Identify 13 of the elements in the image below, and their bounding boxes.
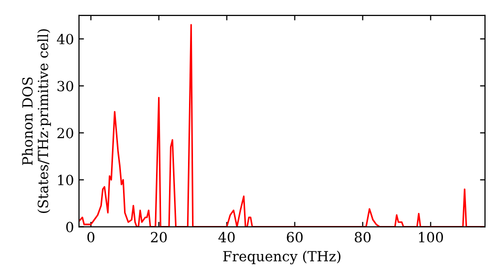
x-tick-label: 20 — [150, 232, 167, 242]
y-tick-label: 30 — [58, 80, 74, 92]
x-tick-label: 60 — [286, 232, 303, 242]
y-tick-label: 0 — [66, 222, 74, 232]
y-tick-label: 10 — [58, 174, 74, 186]
x-tick-label: 100 — [419, 232, 443, 242]
x-axis-title: Frequency (THz) — [223, 250, 340, 264]
y-tick-label: 40 — [56, 34, 74, 44]
x-tick-label: 0 — [87, 232, 94, 242]
x-tick-label: 40 — [218, 232, 235, 242]
y-tick-label: 20 — [57, 128, 74, 138]
x-tick-label: 80 — [354, 232, 371, 242]
y-axis-title: Phonon DOS (States/THz·primitive cell) — [22, 29, 51, 213]
